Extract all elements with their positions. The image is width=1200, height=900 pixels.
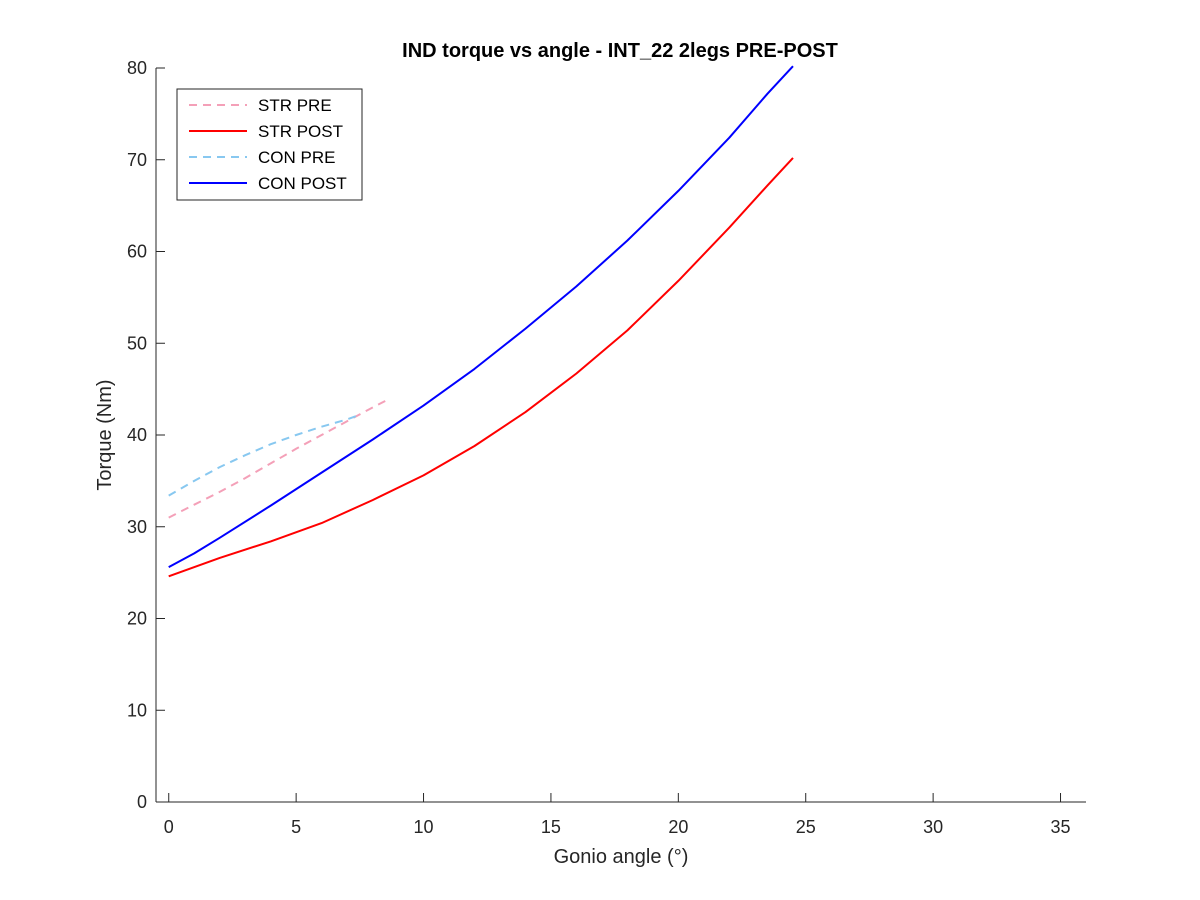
y-tick-label: 30 — [127, 517, 147, 537]
x-tick-label: 5 — [291, 817, 301, 837]
legend-entry: CON PRE — [258, 148, 335, 167]
x-tick-label: 15 — [541, 817, 561, 837]
series-layer — [168, 65, 794, 578]
y-tick-label: 10 — [127, 700, 147, 720]
x-tick-label: 30 — [923, 817, 943, 837]
y-tick-label: 40 — [127, 425, 147, 445]
y-tick-label: 60 — [127, 242, 147, 262]
x-axis-label: Gonio angle (°) — [554, 846, 689, 868]
legend: STR PRE STR POST CON PRE CON POST — [176, 88, 363, 201]
y-axis-label: Torque (Nm) — [94, 379, 116, 490]
legend-entry: STR POST — [258, 122, 343, 141]
x-tick-label: 10 — [414, 817, 434, 837]
y-tick-label: 70 — [127, 150, 147, 170]
y-tick-label: 0 — [137, 792, 147, 812]
chart-title: IND torque vs angle - INT_22 2legs PRE-P… — [402, 40, 838, 62]
y-tick-label: 80 — [127, 58, 147, 78]
legend-box — [176, 88, 363, 201]
x-axis-ticks: 0 5 10 15 20 25 30 35 — [164, 793, 1071, 837]
series-line-2 — [168, 157, 794, 578]
x-tick-label: 25 — [796, 817, 816, 837]
series-line-4 — [168, 65, 794, 568]
legend-entry: STR PRE — [258, 96, 332, 115]
legend-entry: CON POST — [258, 174, 347, 193]
x-tick-label: 20 — [668, 817, 688, 837]
x-tick-label: 35 — [1051, 817, 1071, 837]
y-tick-label: 20 — [127, 609, 147, 629]
y-tick-label: 50 — [127, 333, 147, 353]
series-line-3 — [168, 413, 361, 497]
y-axis-ticks: 0 10 20 30 40 50 60 70 80 — [127, 58, 165, 812]
series-line-1 — [168, 397, 391, 519]
x-tick-label: 0 — [164, 817, 174, 837]
